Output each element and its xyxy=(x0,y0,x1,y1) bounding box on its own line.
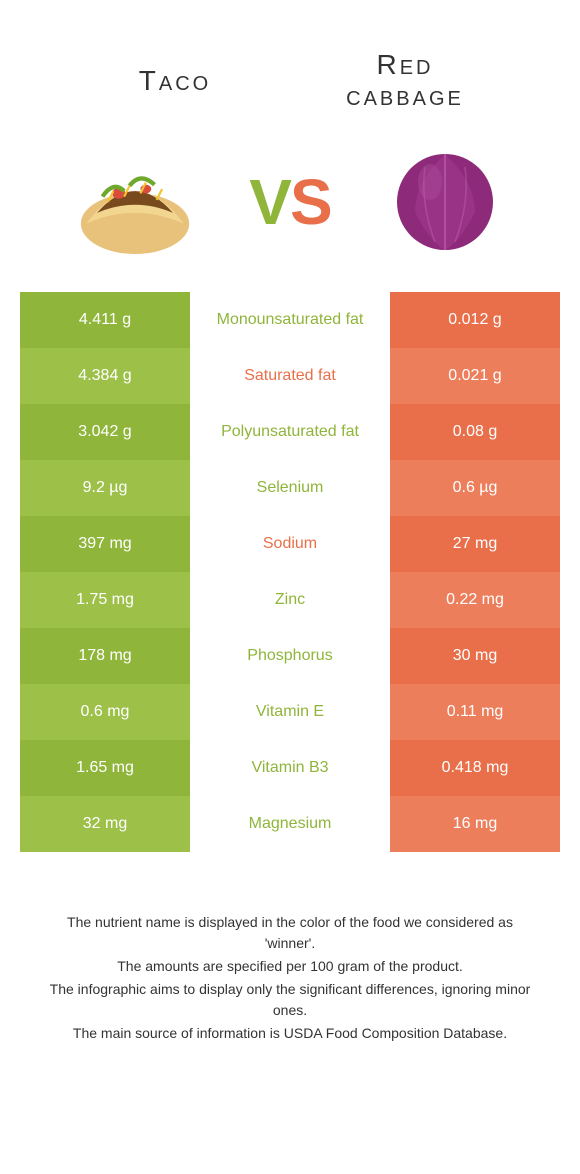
table-row: 4.411 gMonounsaturated fat0.012 g xyxy=(20,292,560,348)
table-row: 9.2 µgSelenium0.6 µg xyxy=(20,460,560,516)
taco-image xyxy=(60,142,210,262)
footnote-line: The amounts are specified per 100 gram o… xyxy=(40,956,540,977)
nutrient-table: 4.411 gMonounsaturated fat0.012 g4.384 g… xyxy=(20,292,560,852)
left-value-cell: 4.411 g xyxy=(20,292,190,348)
table-row: 32 mgMagnesium16 mg xyxy=(20,796,560,852)
right-value-cell: 0.021 g xyxy=(390,348,560,404)
right-value-cell: 30 mg xyxy=(390,628,560,684)
left-value-cell: 4.384 g xyxy=(20,348,190,404)
nutrient-label-cell: Phosphorus xyxy=(190,628,390,684)
left-value-cell: 397 mg xyxy=(20,516,190,572)
vs-s: S xyxy=(290,166,331,238)
right-value-cell: 0.22 mg xyxy=(390,572,560,628)
vs-label: VS xyxy=(249,165,330,239)
right-value-cell: 0.6 µg xyxy=(390,460,560,516)
left-value-cell: 1.75 mg xyxy=(20,572,190,628)
right-value-cell: 16 mg xyxy=(390,796,560,852)
nutrient-label-cell: Polyunsaturated fat xyxy=(190,404,390,460)
footnotes: The nutrient name is displayed in the co… xyxy=(0,852,580,1044)
table-row: 0.6 mgVitamin E0.11 mg xyxy=(20,684,560,740)
images-row: VS xyxy=(0,132,580,292)
footnote-line: The main source of information is USDA F… xyxy=(40,1023,540,1044)
nutrient-label-cell: Magnesium xyxy=(190,796,390,852)
left-value-cell: 178 mg xyxy=(20,628,190,684)
right-title-line2: cabbage xyxy=(346,80,464,111)
header: Taco Red cabbage xyxy=(0,0,580,132)
left-food-title: Taco xyxy=(60,65,290,97)
table-row: 1.75 mgZinc0.22 mg xyxy=(20,572,560,628)
footnote-line: The infographic aims to display only the… xyxy=(40,979,540,1021)
right-value-cell: 0.11 mg xyxy=(390,684,560,740)
nutrient-label-cell: Monounsaturated fat xyxy=(190,292,390,348)
nutrient-label-cell: Selenium xyxy=(190,460,390,516)
nutrient-label-cell: Vitamin E xyxy=(190,684,390,740)
left-value-cell: 0.6 mg xyxy=(20,684,190,740)
table-row: 178 mgPhosphorus30 mg xyxy=(20,628,560,684)
right-value-cell: 0.418 mg xyxy=(390,740,560,796)
left-value-cell: 32 mg xyxy=(20,796,190,852)
nutrient-label-cell: Saturated fat xyxy=(190,348,390,404)
right-title-line1: Red xyxy=(376,49,433,80)
table-row: 397 mgSodium27 mg xyxy=(20,516,560,572)
cabbage-image xyxy=(370,142,520,262)
nutrient-label-cell: Vitamin B3 xyxy=(190,740,390,796)
right-value-cell: 0.012 g xyxy=(390,292,560,348)
table-row: 1.65 mgVitamin B30.418 mg xyxy=(20,740,560,796)
table-row: 3.042 gPolyunsaturated fat0.08 g xyxy=(20,404,560,460)
left-value-cell: 3.042 g xyxy=(20,404,190,460)
table-row: 4.384 gSaturated fat0.021 g xyxy=(20,348,560,404)
right-value-cell: 0.08 g xyxy=(390,404,560,460)
left-value-cell: 9.2 µg xyxy=(20,460,190,516)
vs-v: V xyxy=(249,166,290,238)
nutrient-label-cell: Sodium xyxy=(190,516,390,572)
right-food-title: Red cabbage xyxy=(290,50,520,112)
left-value-cell: 1.65 mg xyxy=(20,740,190,796)
footnote-line: The nutrient name is displayed in the co… xyxy=(40,912,540,954)
nutrient-label-cell: Zinc xyxy=(190,572,390,628)
right-value-cell: 27 mg xyxy=(390,516,560,572)
